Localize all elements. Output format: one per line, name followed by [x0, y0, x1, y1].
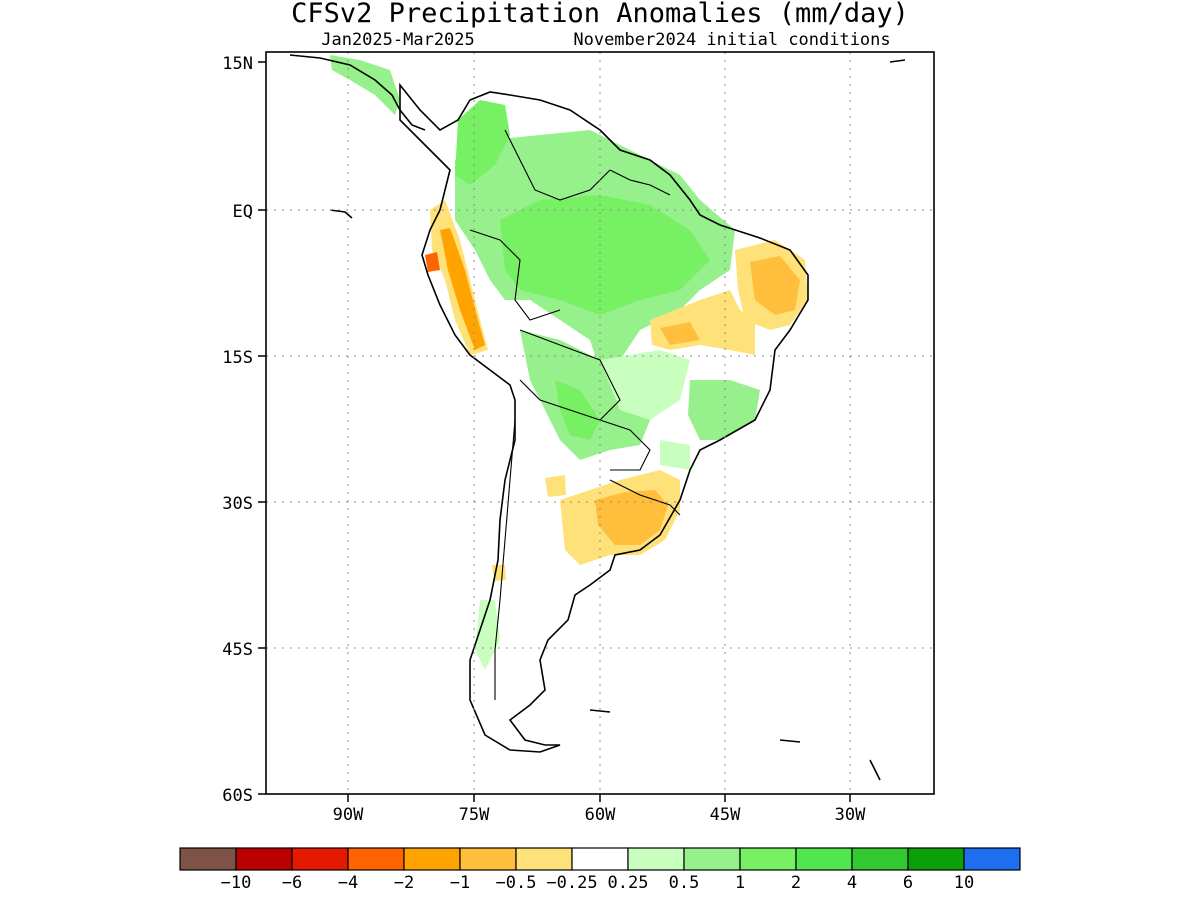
lon-label: 90W [333, 805, 364, 825]
coastline-layer [289, 54, 906, 781]
wet-field-uruguay-edge [660, 440, 690, 470]
colorbar-label: −10 [221, 873, 252, 893]
init-conditions-label: November2024 initial conditions [573, 30, 890, 50]
colorbar-labels: −10 −6 −4 −2 −1 −0.5 −0.25 0.25 0.5 1 2 4 6 10 [221, 873, 975, 893]
lon-labels: 90W 75W 60W 45W 30W [333, 805, 866, 825]
lon-label: 60W [585, 805, 616, 825]
colorbar-label: 2 [791, 873, 801, 893]
colorbar-swatch [347, 847, 405, 871]
anomaly-fields [330, 55, 808, 670]
colorbar-label: −6 [282, 873, 302, 893]
colorbar-swatch [235, 847, 293, 871]
coastline-caribbean-isles [329, 59, 906, 781]
colorbar-swatch [291, 847, 349, 871]
dry-field-central-brazil-core [660, 322, 700, 345]
dry-field-ne-brazil-core [750, 256, 800, 315]
wet-field-east-brazil [688, 380, 760, 440]
border-argentina-chile [494, 419, 516, 700]
colorbar-swatch [571, 847, 629, 871]
wet-field-sw-brazil-light [600, 350, 690, 420]
colorbar-label: −1 [450, 873, 470, 893]
lat-axis [258, 61, 266, 795]
lat-label: 60S [222, 786, 253, 806]
border-bolivia [519, 329, 621, 421]
wet-field-amazon-core [500, 195, 710, 315]
border-brazil-uruguay [609, 479, 681, 516]
colorbar-swatch [739, 847, 797, 871]
colorbar-swatch [795, 847, 853, 871]
colorbar-label: −0.25 [546, 873, 597, 893]
coastline-south-america [399, 82, 809, 753]
wet-field-colombia [455, 100, 510, 185]
dry-field-uruguay-core [595, 490, 668, 545]
map-area [266, 52, 934, 794]
lon-axis [347, 794, 851, 802]
colorbar-swatch [683, 847, 741, 871]
border-paraguay [599, 419, 651, 471]
period-label: Jan2025-Mar2025 [321, 30, 475, 50]
colorbar-label: 1 [735, 873, 745, 893]
colorbar-swatch [459, 847, 517, 871]
lon-label: 75W [459, 805, 490, 825]
wet-field-bolivia-core [555, 380, 600, 440]
lon-label: 30W [835, 805, 866, 825]
lat-label: 15S [222, 348, 253, 368]
lat-label: 45S [222, 640, 253, 660]
border-peru-brazil [469, 229, 561, 321]
colorbar-label: −2 [394, 873, 414, 893]
wet-field-south-chile [475, 600, 500, 670]
lat-labels: 15N EQ 15S 30S 45S 60S [222, 54, 253, 806]
colorbar-label: 6 [903, 873, 913, 893]
colorbar-swatch [403, 847, 461, 871]
dry-field-ecuador-coast [425, 252, 440, 272]
colorbar-label: −4 [338, 873, 358, 893]
lat-label: EQ [233, 202, 253, 222]
colorbar-swatch [907, 847, 965, 871]
lat-label: 15N [222, 54, 253, 74]
border-guianas [609, 169, 671, 196]
colorbar-swatch [851, 847, 909, 871]
colorbar-swatch [627, 847, 685, 871]
colorbar-swatch [179, 847, 237, 871]
dry-field-peru-core [440, 228, 485, 350]
colorbar-swatch [963, 847, 1021, 871]
border-colombia-venezuela [504, 129, 611, 201]
colorbar-label: 4 [847, 873, 857, 893]
colorbar-label: 10 [954, 873, 974, 893]
colorbar-swatch [515, 847, 573, 871]
colorbar-label: −0.5 [496, 873, 537, 893]
map-title: CFSv2 Precipitation Anomalies (mm/day) [291, 0, 909, 29]
colorbar [179, 847, 1021, 871]
colorbar-label: 0.5 [669, 873, 700, 893]
colorbar-label: 0.25 [608, 873, 649, 893]
lat-label: 30S [222, 494, 253, 514]
country-borders [469, 129, 681, 700]
lon-label: 45W [710, 805, 741, 825]
coastline-central-america [289, 54, 426, 131]
wet-field-bolivia-paraguay [520, 330, 650, 460]
dry-field-argentina-west [545, 475, 566, 497]
